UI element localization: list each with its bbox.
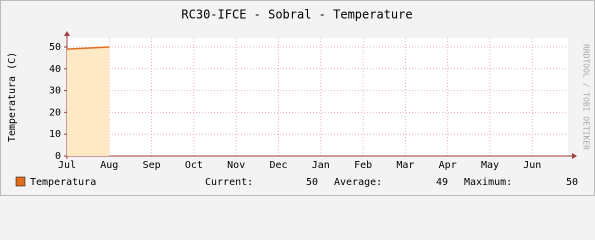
- legend-label: Temperatura: [30, 177, 96, 188]
- stat-value: 50: [566, 177, 578, 188]
- x-tick-label: Jun: [523, 160, 541, 171]
- x-tick-label: Oct: [185, 160, 203, 171]
- chart-title: RC30-IFCE - Sobral - Temperature: [181, 8, 412, 22]
- side-text: RRDTOOL / TOBI OETIKER: [582, 44, 591, 150]
- stat-value: 50: [306, 177, 318, 188]
- y-tick-label: 20: [49, 107, 61, 118]
- x-axis-arrow: [572, 153, 577, 159]
- x-tick-label: Dec: [269, 160, 287, 171]
- stat-label: Average:: [334, 177, 382, 188]
- plot-area: [67, 38, 568, 156]
- x-tick-label: Sep: [143, 160, 161, 171]
- y-tick-label: 0: [55, 151, 61, 162]
- x-tick-label: Jul: [58, 160, 76, 171]
- y-axis-arrow: [64, 31, 70, 36]
- stat-label: Maximum:: [464, 177, 512, 188]
- x-tick-label: Mar: [396, 160, 414, 171]
- stat-value: 49: [436, 177, 448, 188]
- y-tick-label: 30: [49, 86, 61, 97]
- area: [67, 47, 110, 156]
- x-tick-label: Feb: [354, 160, 372, 171]
- chart: RC30-IFCE - Sobral - Temperature Tempera…: [0, 0, 595, 196]
- x-tick-label: Jan: [312, 160, 330, 171]
- stat-label: Current:: [205, 177, 253, 188]
- x-tick-label: Nov: [227, 160, 245, 171]
- legend-swatch: [15, 176, 26, 187]
- x-tick-label: Apr: [439, 160, 457, 171]
- x-tick-label: Aug: [100, 160, 118, 171]
- y-tick-label: 10: [49, 129, 61, 140]
- x-tick-label: May: [481, 160, 499, 171]
- y-axis-label: Temperatura (C): [7, 52, 18, 142]
- y-tick-label: 40: [49, 64, 61, 75]
- line: [66, 46, 110, 50]
- y-tick-label: 50: [49, 42, 61, 53]
